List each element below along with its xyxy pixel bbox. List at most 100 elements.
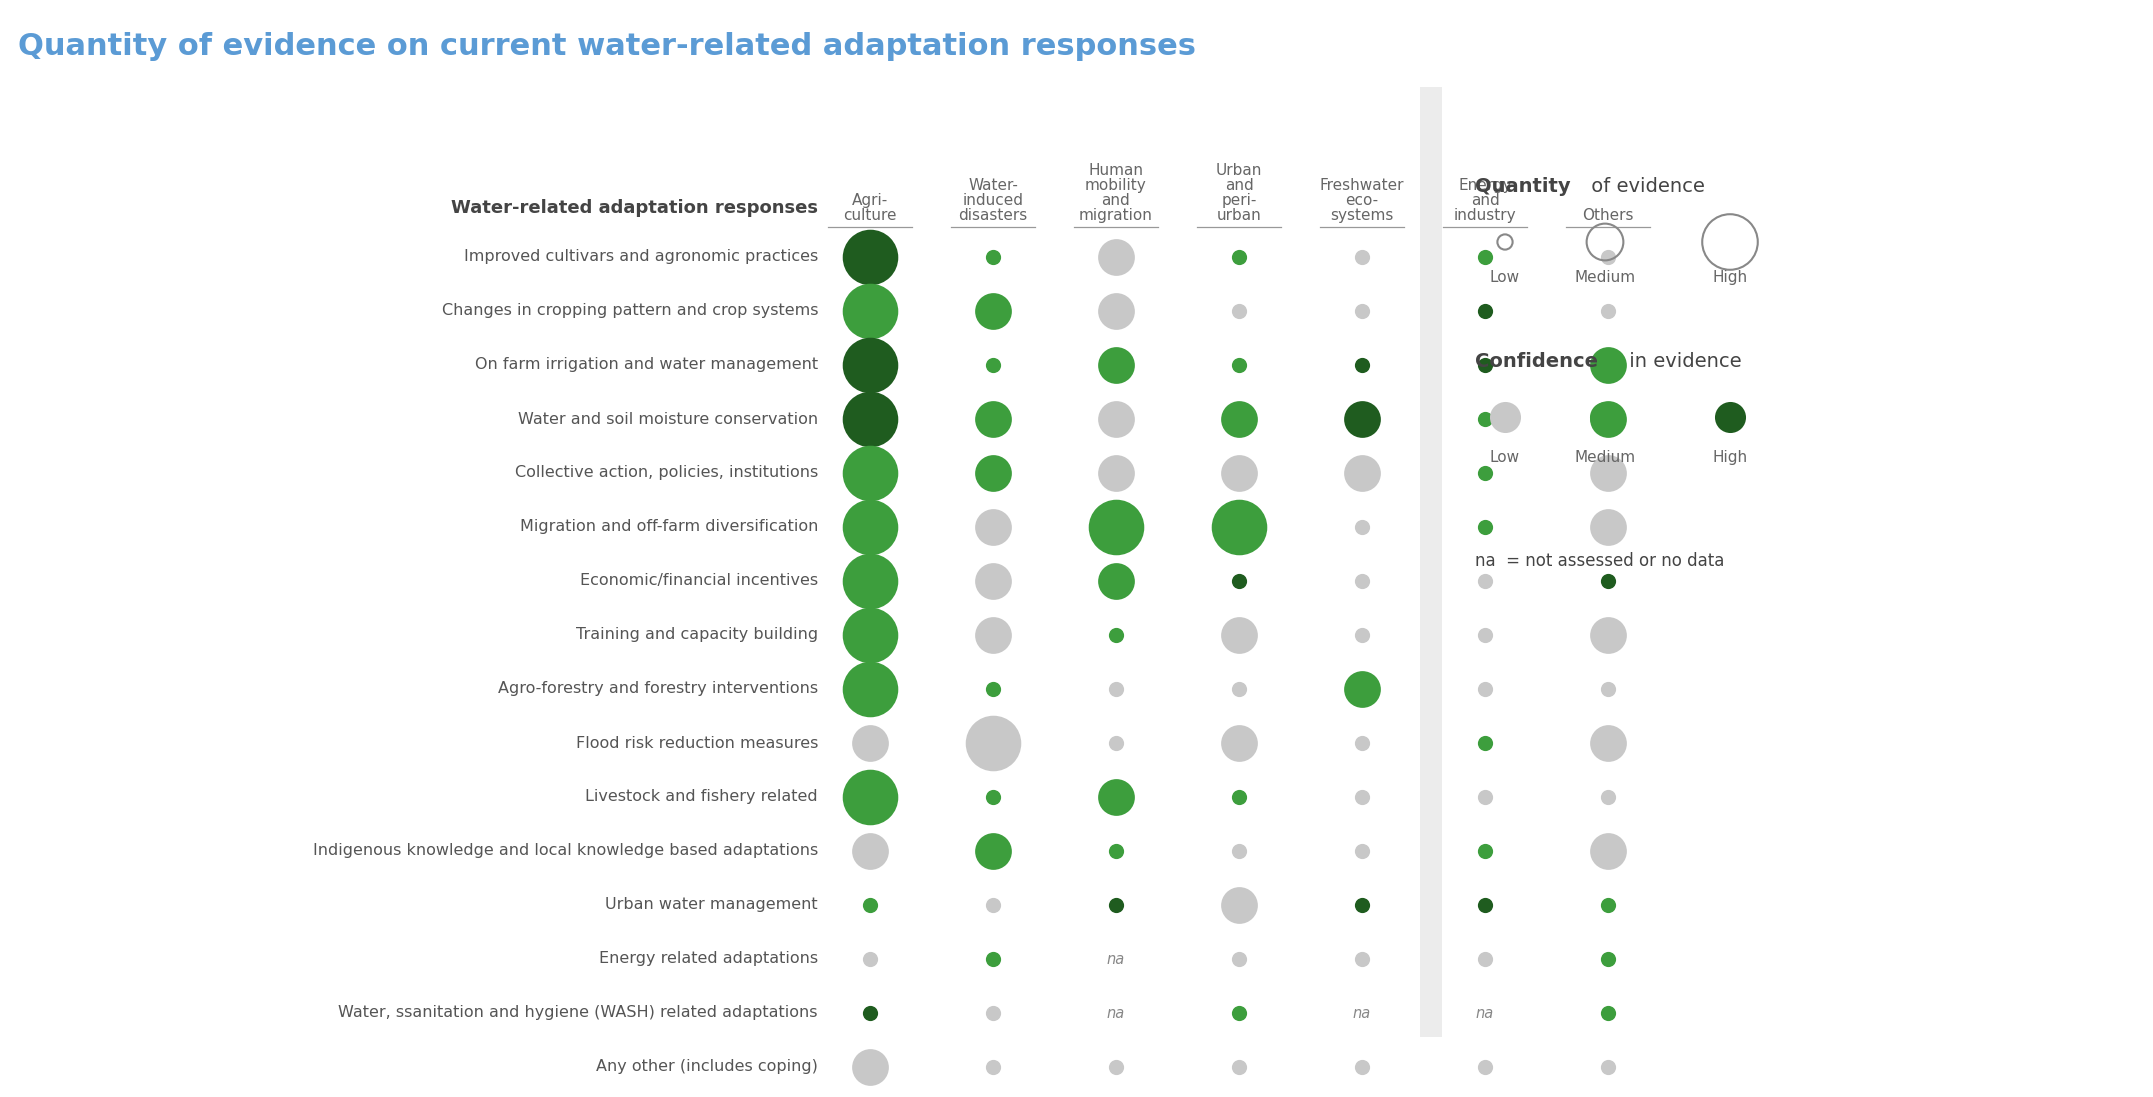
Text: na: na (1107, 951, 1126, 966)
Point (1591, 680, 1626, 698)
Point (853, 789, 887, 806)
Text: Water and soil moisture conservation: Water and soil moisture conservation (519, 411, 818, 427)
Text: Low: Low (1490, 450, 1520, 465)
Text: Freshwater: Freshwater (1320, 178, 1404, 193)
Point (975, 842, 1010, 860)
Point (1098, 842, 1132, 860)
Text: High: High (1712, 270, 1748, 285)
Point (1098, 734, 1132, 751)
Point (1221, 734, 1255, 751)
Text: Water-related adaptation responses: Water-related adaptation responses (450, 199, 818, 217)
Point (1221, 896, 1255, 914)
Point (1591, 248, 1626, 265)
Point (1346, 518, 1380, 535)
Point (1346, 626, 1380, 644)
Point (1098, 464, 1132, 482)
Text: Water, ssanitation and hygiene (WASH) related adaptations: Water, ssanitation and hygiene (WASH) re… (338, 1006, 818, 1020)
Point (853, 518, 887, 535)
Point (1098, 573, 1132, 590)
Point (1098, 518, 1132, 535)
Point (853, 464, 887, 482)
Point (975, 734, 1010, 751)
Point (1468, 518, 1503, 535)
Point (1346, 896, 1380, 914)
Point (1468, 950, 1503, 968)
Text: Others: Others (1582, 208, 1634, 223)
Text: Collective action, policies, institutions: Collective action, policies, institution… (515, 465, 818, 480)
Text: Energy: Energy (1458, 178, 1511, 193)
Text: Training and capacity building: Training and capacity building (575, 627, 818, 643)
Point (1098, 248, 1132, 265)
Point (1468, 1059, 1503, 1076)
Point (1098, 896, 1132, 914)
Point (975, 950, 1010, 968)
Text: peri-: peri- (1221, 193, 1257, 208)
Text: On farm irrigation and water management: On farm irrigation and water management (476, 358, 818, 373)
Point (1098, 410, 1132, 428)
Point (1221, 789, 1255, 806)
Text: Quantity of evidence on current water-related adaptation responses: Quantity of evidence on current water-re… (17, 32, 1197, 61)
Point (853, 573, 887, 590)
Point (975, 680, 1010, 698)
Point (853, 1004, 887, 1021)
Point (853, 303, 887, 320)
Point (975, 303, 1010, 320)
Text: Improved cultivars and agronomic practices: Improved cultivars and agronomic practic… (463, 249, 818, 264)
Text: Urban: Urban (1216, 163, 1262, 178)
Point (1468, 464, 1503, 482)
Text: systems: systems (1331, 208, 1393, 223)
Point (1591, 1004, 1626, 1021)
Point (1714, 234, 1748, 251)
Text: Confidence: Confidence (1475, 352, 1598, 371)
Point (1468, 410, 1503, 428)
Point (1468, 896, 1503, 914)
Point (1468, 573, 1503, 590)
Point (1221, 680, 1255, 698)
Text: and: and (1102, 193, 1130, 208)
Point (1468, 248, 1503, 265)
Text: Agri-: Agri- (853, 193, 889, 208)
Point (1221, 518, 1255, 535)
Point (853, 410, 887, 428)
Point (1591, 518, 1626, 535)
Point (1591, 573, 1626, 590)
Point (1098, 626, 1132, 644)
Point (1221, 410, 1255, 428)
Point (853, 248, 887, 265)
Text: and: and (1225, 178, 1253, 193)
Point (1468, 680, 1503, 698)
Point (1591, 789, 1626, 806)
Text: disasters: disasters (958, 208, 1027, 223)
Text: Any other (includes coping): Any other (includes coping) (596, 1060, 818, 1074)
Text: migration: migration (1079, 208, 1154, 223)
Point (975, 573, 1010, 590)
Text: na  = not assessed or no data: na = not assessed or no data (1475, 552, 1725, 570)
Point (1221, 1059, 1255, 1076)
Point (1591, 950, 1626, 968)
Point (1591, 1059, 1626, 1076)
Point (1346, 410, 1380, 428)
Text: Flood risk reduction measures: Flood risk reduction measures (575, 735, 818, 750)
Point (1591, 626, 1626, 644)
Point (975, 357, 1010, 374)
Point (975, 518, 1010, 535)
Text: Water-: Water- (969, 178, 1018, 193)
Point (1098, 1059, 1132, 1076)
Point (853, 896, 887, 914)
Point (1468, 789, 1503, 806)
Point (1221, 357, 1255, 374)
Point (1587, 408, 1621, 426)
Point (1221, 573, 1255, 590)
Point (1346, 573, 1380, 590)
Point (1221, 248, 1255, 265)
Point (1346, 464, 1380, 482)
Text: Medium: Medium (1574, 270, 1636, 285)
Text: eco-: eco- (1346, 193, 1378, 208)
Text: induced: induced (962, 193, 1023, 208)
Point (1221, 464, 1255, 482)
Point (1346, 248, 1380, 265)
Text: Migration and off-farm diversification: Migration and off-farm diversification (519, 520, 818, 534)
Text: Indigenous knowledge and local knowledge based adaptations: Indigenous knowledge and local knowledge… (312, 844, 818, 859)
Text: na: na (1107, 1006, 1126, 1020)
Point (1346, 950, 1380, 968)
